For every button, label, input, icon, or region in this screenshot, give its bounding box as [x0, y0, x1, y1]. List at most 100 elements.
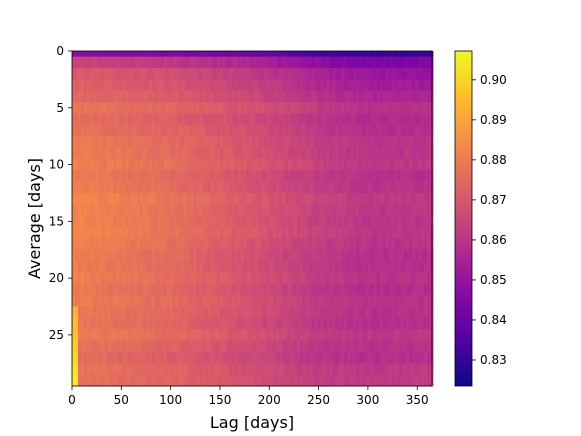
heatmap-cell — [122, 238, 126, 251]
heatmap-cell — [240, 215, 245, 228]
heatmap-cell — [83, 215, 88, 228]
heatmap-cell — [388, 340, 392, 353]
heatmap-cell — [86, 363, 91, 376]
heatmap-cell — [264, 158, 268, 171]
heatmap-cell — [264, 113, 268, 126]
heatmap-cell — [305, 329, 310, 341]
heatmap-cell — [137, 329, 141, 341]
heatmap-cell — [264, 261, 268, 273]
heatmap-cell — [240, 51, 245, 58]
heatmap-cell — [335, 295, 339, 307]
heatmap-cell — [196, 90, 200, 103]
heatmap-cell — [270, 113, 274, 126]
heatmap-cell — [332, 79, 336, 92]
heatmap-cell — [373, 363, 378, 376]
heatmap-cell — [403, 215, 407, 228]
heatmap-cell — [427, 283, 431, 296]
heatmap-cell — [421, 51, 425, 58]
heatmap-cell — [145, 158, 150, 171]
heatmap-cell — [364, 317, 369, 330]
heatmap-cell — [86, 51, 91, 58]
heatmap-cell — [216, 136, 221, 148]
heatmap-cell — [243, 306, 247, 319]
heatmap-cell — [394, 113, 398, 126]
heatmap-cell — [406, 102, 410, 114]
heatmap-cell — [373, 136, 378, 148]
heatmap-cell — [282, 181, 286, 194]
heatmap-cell — [101, 272, 105, 285]
heatmap-cell — [299, 51, 304, 58]
heatmap-cell — [326, 351, 330, 364]
heatmap-cell — [305, 90, 310, 103]
heatmap-cell — [202, 136, 206, 148]
heatmap-cell — [317, 238, 321, 251]
heatmap-cell — [246, 283, 250, 296]
heatmap-cell — [160, 238, 165, 251]
heatmap-cell — [190, 90, 194, 103]
heatmap-cell — [270, 238, 274, 251]
heatmap-cell — [196, 227, 200, 239]
heatmap-cell — [116, 113, 120, 126]
heatmap-cell — [219, 170, 224, 182]
heatmap-cell — [412, 249, 416, 262]
heatmap-cell — [317, 136, 321, 148]
heatmap-cell — [403, 113, 407, 126]
heatmap-cell — [193, 147, 197, 160]
heatmap-cell — [101, 136, 105, 148]
heatmap-cell — [143, 68, 147, 80]
heatmap-cell — [367, 329, 372, 341]
heatmap-cell — [83, 113, 88, 126]
heatmap-cell — [143, 90, 147, 103]
heatmap-cell — [391, 340, 395, 353]
heatmap-cell — [302, 215, 307, 228]
heatmap-cell — [208, 329, 212, 341]
heatmap-cell — [276, 238, 280, 251]
heatmap-cell — [341, 306, 345, 319]
heatmap-cell — [400, 351, 404, 364]
heatmap-cell — [190, 249, 194, 262]
heatmap-cell — [119, 249, 123, 262]
heatmap-cell — [273, 238, 277, 251]
heatmap-cell — [148, 374, 153, 387]
heatmap-cell — [98, 317, 102, 330]
heatmap-cell — [202, 340, 206, 353]
heatmap-cell — [143, 283, 147, 296]
heatmap-cell — [157, 351, 162, 364]
heatmap-cell — [228, 136, 233, 148]
heatmap-cell — [338, 192, 342, 205]
heatmap-cell — [314, 249, 318, 262]
heatmap-cell — [267, 124, 271, 137]
heatmap-cell — [391, 192, 395, 205]
heatmap-cell — [92, 204, 97, 217]
heatmap-cell — [264, 192, 268, 205]
heatmap-cell — [270, 136, 274, 148]
heatmap-cell — [98, 306, 102, 319]
heatmap-cell — [370, 113, 375, 126]
heatmap-cell — [134, 351, 138, 364]
heatmap-cell — [421, 192, 425, 205]
heatmap-cell — [101, 56, 105, 69]
heatmap-cell — [364, 374, 369, 387]
heatmap-cell — [421, 295, 425, 307]
heatmap-cell — [119, 261, 123, 273]
heatmap-cell — [131, 147, 135, 160]
heatmap-cell — [364, 181, 369, 194]
heatmap-cell — [270, 147, 274, 160]
heatmap-cell — [190, 363, 194, 376]
heatmap-cell — [225, 374, 230, 387]
heatmap-cell — [104, 90, 108, 103]
heatmap-cell — [370, 204, 375, 217]
heatmap-cell — [243, 170, 247, 182]
heatmap-cell — [178, 249, 182, 262]
heatmap-cell — [113, 351, 117, 364]
heatmap-cell — [151, 136, 156, 148]
heatmap-cell — [140, 249, 144, 262]
heatmap-cell — [148, 227, 153, 239]
heatmap-cell — [160, 363, 165, 376]
heatmap-cell — [418, 158, 422, 171]
heatmap-cell — [282, 90, 286, 103]
heatmap-cell — [137, 227, 141, 239]
heatmap-cell — [350, 192, 354, 205]
heatmap-cell — [415, 272, 419, 285]
heatmap-cell — [276, 68, 280, 80]
